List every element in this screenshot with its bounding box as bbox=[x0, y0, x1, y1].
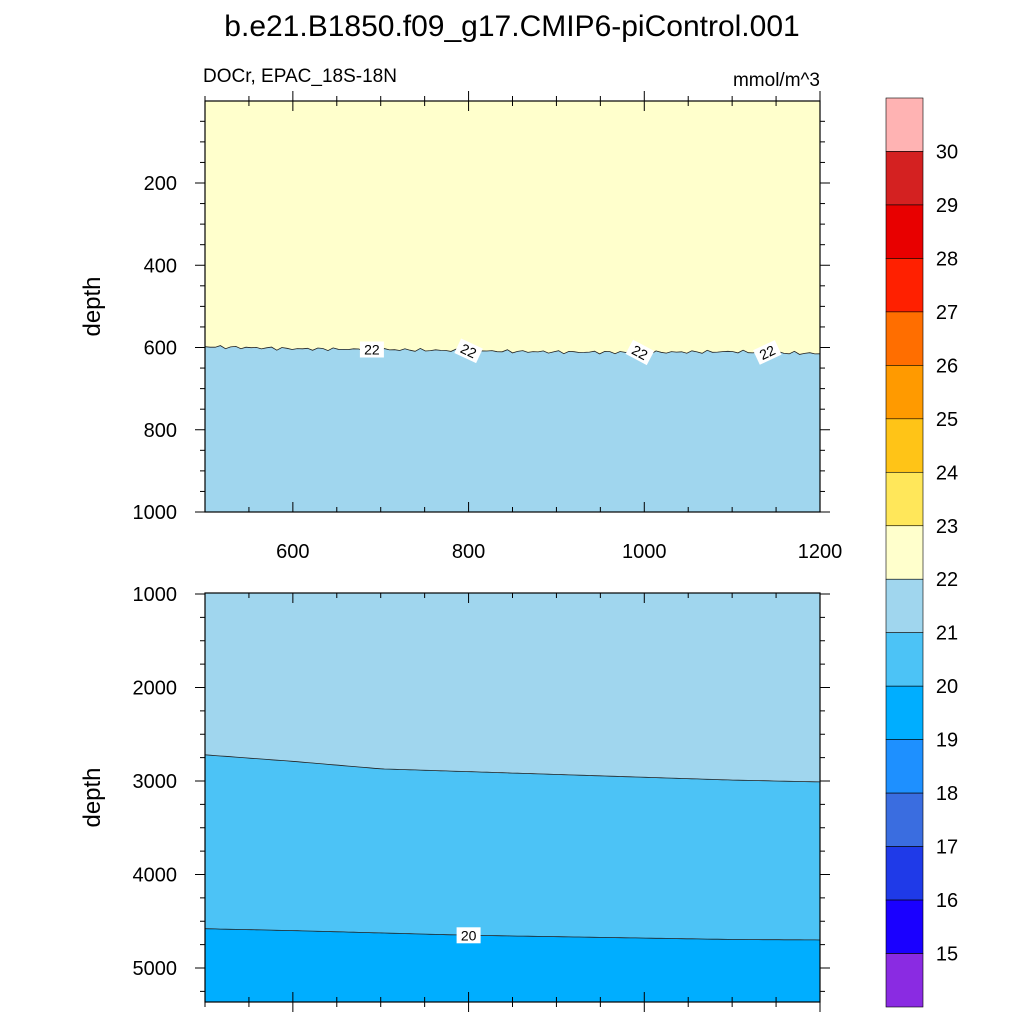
colorbar-label: 29 bbox=[936, 195, 958, 217]
colorbar-label: 28 bbox=[936, 248, 958, 270]
colorbar-label: 26 bbox=[936, 355, 958, 377]
y-axis-label: depth bbox=[79, 276, 106, 336]
colorbar-label: 30 bbox=[936, 141, 958, 163]
x-tick-label: 800 bbox=[452, 541, 485, 563]
y-axis-label: depth bbox=[79, 767, 106, 827]
colorbar-label: 25 bbox=[936, 409, 958, 431]
region-21-22 bbox=[205, 345, 820, 512]
colorbar-label: 19 bbox=[936, 730, 958, 752]
contour-label-text: 22 bbox=[757, 342, 778, 363]
y-tick-label: 400 bbox=[144, 255, 177, 277]
colorbar-label: 22 bbox=[936, 569, 958, 591]
colorbar-label: 18 bbox=[936, 783, 958, 805]
colorbar-label: 16 bbox=[936, 890, 958, 912]
contour-line-22 bbox=[204, 345, 821, 355]
y-tick-label: 5000 bbox=[133, 958, 178, 980]
colorbar-label: 15 bbox=[936, 944, 958, 966]
contour-line-20 bbox=[204, 928, 821, 941]
y-tick-label: 3000 bbox=[133, 771, 178, 793]
colorbar-swatch bbox=[885, 846, 924, 901]
x-tick-label: 1200 bbox=[798, 541, 843, 563]
colorbar-swatch bbox=[885, 418, 924, 473]
contour-line-21 bbox=[204, 754, 821, 783]
colorbar-swatch bbox=[885, 258, 924, 313]
colorbar-swatch bbox=[885, 97, 924, 152]
y-tick-label: 2000 bbox=[133, 678, 178, 700]
y-tick-label: 1000 bbox=[133, 502, 178, 524]
contour-label-22: 22 bbox=[359, 341, 384, 358]
colorbar-label: 24 bbox=[936, 462, 958, 484]
colorbar-swatch bbox=[885, 899, 924, 954]
y-tick-label: 600 bbox=[144, 338, 177, 360]
colorbar-label: 23 bbox=[936, 516, 958, 538]
colorbar-swatch bbox=[885, 953, 924, 1008]
contour-label-22: 22 bbox=[753, 340, 782, 365]
y-tick-label: 1000 bbox=[133, 584, 178, 606]
colorbar-swatch bbox=[885, 685, 924, 740]
contour-label-text: 20 bbox=[461, 927, 477, 943]
chart-title: b.e21.B1850.f09_g17.CMIP6-piControl.001 bbox=[224, 10, 799, 43]
x-tick-label: 1000 bbox=[622, 541, 667, 563]
colorbar-swatch bbox=[885, 311, 924, 366]
colorbar-swatch bbox=[885, 578, 924, 634]
contour-label-text: 22 bbox=[458, 340, 479, 361]
colorbar-swatch bbox=[885, 739, 924, 794]
colorbar-label: 27 bbox=[936, 302, 958, 324]
chart-subtitle-variable: DOCr, EPAC_18S-18N bbox=[203, 66, 397, 87]
colorbar-label: 20 bbox=[936, 676, 958, 698]
chart-subtitle-units: mmol/m^3 bbox=[733, 70, 820, 91]
x-tick-label: 600 bbox=[276, 541, 309, 563]
colorbar-swatch bbox=[885, 471, 924, 527]
colorbar-swatch bbox=[885, 365, 924, 420]
contour-label-20: 20 bbox=[456, 927, 481, 944]
colorbar-label: 21 bbox=[936, 623, 958, 645]
colorbar-swatch bbox=[885, 151, 924, 206]
upper-panel: 22 22 22 22 600 800 1000 1200 200 400 600 800 1000 de… bbox=[79, 91, 842, 563]
contour-label-text: 22 bbox=[629, 342, 650, 364]
region-19-20 bbox=[205, 928, 820, 1002]
y-tick-label: 4000 bbox=[133, 865, 178, 887]
contour-label-22: 22 bbox=[625, 339, 655, 366]
colorbar-swatch bbox=[885, 525, 924, 580]
colorbar-swatch bbox=[885, 792, 924, 847]
y-tick-label: 200 bbox=[144, 173, 177, 195]
colorbar-swatch bbox=[885, 204, 924, 259]
y-tick-label: 800 bbox=[144, 420, 177, 442]
lower-panel: 20 1000 2000 3000 4000 5000 depth bbox=[79, 584, 830, 1012]
colorbar-label: 17 bbox=[936, 837, 958, 859]
colorbar: 30 29 28 27 26 25 24 23 22 21 20 19 18 17 16 15 bbox=[885, 97, 958, 1008]
colorbar-swatch bbox=[885, 632, 924, 687]
contour-label-text: 22 bbox=[364, 342, 380, 358]
contour-label-22: 22 bbox=[454, 338, 483, 364]
